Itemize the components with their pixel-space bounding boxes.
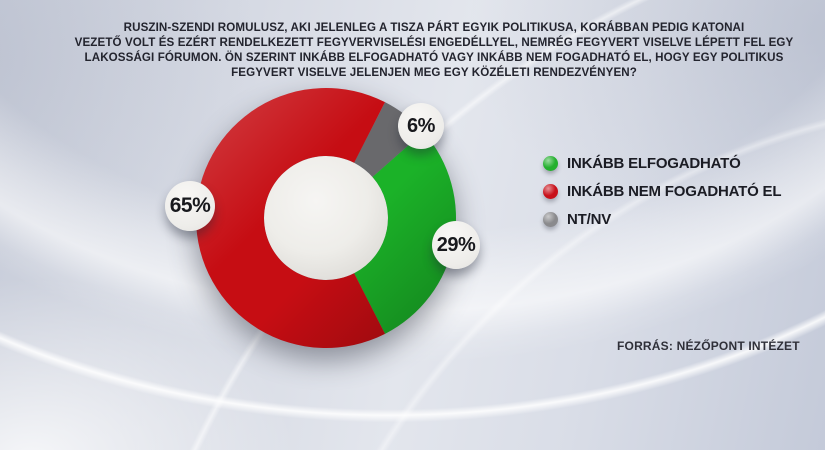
question-line-1: RUSZIN-SZENDI ROMULUSZ, AKI JELENLEG A T… <box>123 21 745 34</box>
legend: INKÁBB ELFOGADHATÓ INKÁBB NEM FOGADHATÓ … <box>543 155 781 228</box>
callout-value-green: 29% <box>436 233 476 256</box>
legend-item-elfogadhato: INKÁBB ELFOGADHATÓ <box>543 155 781 172</box>
legend-label-nem-fogadhato: INKÁBB NEM FOGADHATÓ EL <box>567 183 782 200</box>
donut-hole <box>264 156 388 280</box>
gray-dot-icon <box>543 212 558 227</box>
callout-bubble-gray-share: 6% <box>398 103 444 149</box>
callout-bubble-red-share: 65% <box>165 181 215 231</box>
source-credit: FORRÁS: NÉZŐPONT INTÉZET <box>617 339 800 353</box>
green-dot-icon <box>543 156 558 171</box>
callout-bubble-green-share: 29% <box>432 221 480 269</box>
legend-item-ntnv: NT/NV <box>543 211 781 228</box>
legend-label-elfogadhato: INKÁBB ELFOGADHATÓ <box>567 155 741 172</box>
red-dot-icon <box>543 184 558 199</box>
callout-value-red: 65% <box>169 194 211 217</box>
donut-ring-shading <box>196 88 456 348</box>
question-line-3: LAKOSSÁGI FÓRUMON. ÖN SZERINT INKÁBB ELF… <box>84 51 784 64</box>
question-line-4: FEGYVERT VISELVE JELENJEN MEG EGY KÖZÉLE… <box>231 66 637 79</box>
question-text: RUSZIN-SZENDI ROMULUSZ, AKI JELENLEG A T… <box>60 20 808 80</box>
legend-label-ntnv: NT/NV <box>567 211 612 228</box>
callout-value-gray: 6% <box>407 114 435 137</box>
question-line-2: VEZETŐ VOLT ÉS EZÉRT RENDELKEZETT FEGYVE… <box>74 36 794 49</box>
legend-item-nem-fogadhato: INKÁBB NEM FOGADHATÓ EL <box>543 183 781 200</box>
